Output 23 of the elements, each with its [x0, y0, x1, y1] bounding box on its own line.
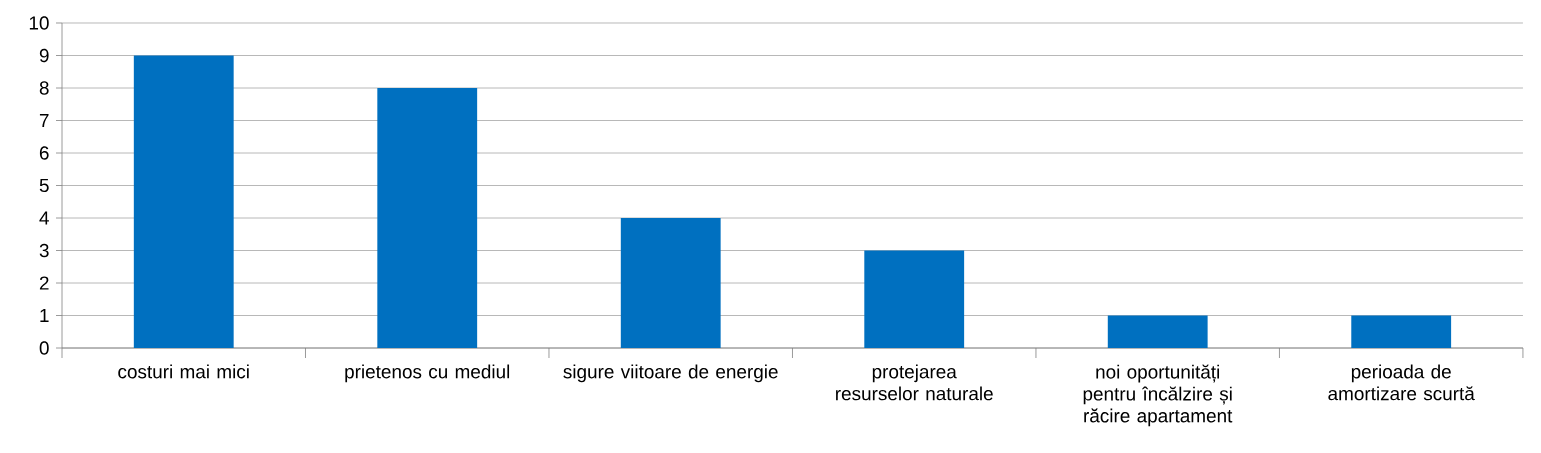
x-tick-label: perioada de amortizare scurtă	[1328, 364, 1475, 401]
bar	[1107, 315, 1208, 348]
bar	[864, 250, 965, 348]
y-tick-label: 0	[39, 341, 49, 355]
bar	[133, 55, 234, 348]
bar	[377, 88, 478, 348]
x-tick-label: sigure viitoare de energie	[563, 364, 778, 383]
y-tick-label: 10	[29, 16, 49, 30]
x-tick-label: costuri mai mici	[118, 364, 249, 379]
y-tick-label: 3	[39, 243, 49, 258]
x-tick-label: protejarea resurselor naturale	[836, 364, 993, 401]
y-tick-label: 7	[39, 113, 49, 128]
y-tick-label: 4	[39, 211, 49, 225]
x-tick-label: noi oportunități pentru încălzire și răcire apartament	[1083, 364, 1233, 427]
x-tick-label: prietenos cu mediul	[345, 364, 510, 383]
y-tick-label: 6	[39, 146, 49, 160]
y-tick-label: 1	[40, 309, 49, 323]
bar	[620, 218, 721, 348]
y-tick-label: 8	[39, 81, 49, 95]
y-tick-label: 2	[39, 276, 49, 290]
y-tick-label: 9	[39, 48, 49, 63]
bar	[1351, 315, 1452, 348]
y-tick-label: 5	[39, 178, 49, 193]
